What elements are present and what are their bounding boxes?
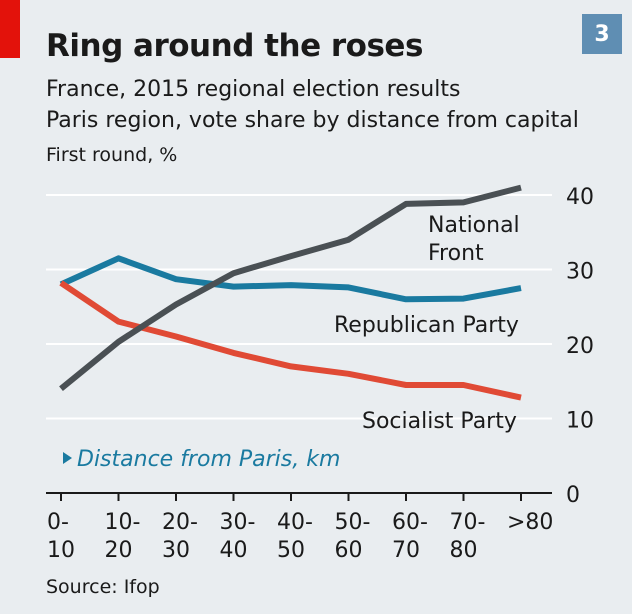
series-label-national-front: National Front [428, 213, 520, 266]
x-tick-label: 40-50 [277, 510, 313, 563]
gridlines [46, 194, 552, 420]
series-labels: National Front Republican Party Socialist P… [334, 213, 520, 434]
unit-label: First round, % [46, 144, 178, 166]
y-tick-label: 30 [566, 260, 594, 285]
y-tick-label: 10 [566, 409, 594, 434]
y-tick-label: 0 [566, 483, 580, 508]
source-note: Source: Ifop [46, 576, 160, 598]
x-tick-label: 70-80 [450, 510, 486, 563]
series-label-socialist: Socialist Party [362, 409, 517, 434]
x-tick-label: 0-10 [47, 510, 75, 563]
red-corner-tag [0, 0, 20, 58]
chart-title: Ring around the roses [46, 28, 423, 64]
x-tick-label: 50-60 [335, 510, 371, 563]
x-tick-label: >80 [507, 510, 553, 535]
x-tick-label: 60-70 [392, 510, 428, 563]
x-axis-title: Distance from Paris, km [63, 447, 340, 472]
chart-subtitle-line1: France, 2015 regional election results [46, 77, 461, 102]
x-tick-label: 10-20 [105, 510, 141, 563]
series-lines [59, 184, 522, 401]
x-axis-pointer-icon [63, 452, 72, 464]
series-line-republican [59, 255, 522, 303]
x-tick-label: 20-30 [162, 510, 198, 563]
series-label-republican: Republican Party [334, 313, 519, 338]
chart-subtitle-line2: Paris region, vote share by distance fro… [46, 108, 579, 133]
y-axis-ticks: 0 10 20 30 40 [566, 185, 594, 508]
x-axis: 0-10 10-20 20-30 30-40 40-50 50-60 60-70 70-80 >… [46, 492, 553, 563]
y-tick-label: 40 [566, 185, 594, 210]
chart-number-badge: 3 [582, 14, 622, 54]
x-axis-label: Distance from Paris, km [77, 447, 340, 472]
x-tick-label: 30-40 [220, 510, 256, 563]
y-tick-label: 20 [566, 334, 594, 359]
series-line-national-front [59, 184, 522, 392]
